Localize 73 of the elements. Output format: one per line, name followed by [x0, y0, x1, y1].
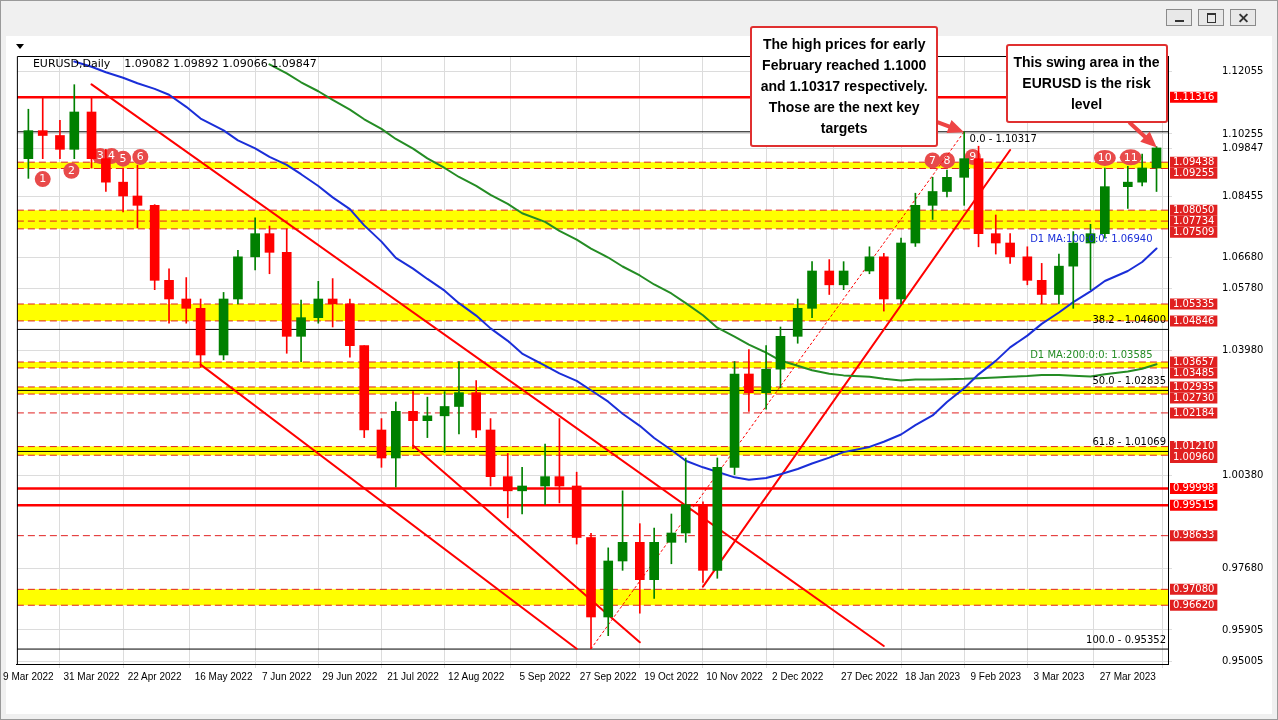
ref-line-label: 1.02730: [1173, 391, 1215, 403]
y-tick-label: 0.95005: [1222, 654, 1264, 666]
x-tick-label: 16 May 2022: [194, 670, 253, 682]
ref-line-label: 1.09438: [1173, 155, 1215, 167]
ref-line-label: 1.07734: [1173, 214, 1215, 226]
candlestick: [540, 443, 550, 505]
annotation: 5: [119, 152, 127, 166]
ref-line-label: 0.98633: [1173, 529, 1215, 541]
x-tick-label: 2 Dec 2022: [772, 670, 824, 682]
annotation: 61.8 - 1.01069: [1092, 436, 1166, 448]
x-tick-label: 19 Oct 2022: [644, 670, 700, 682]
annotation: 4: [108, 149, 116, 163]
annotation: 0.0 - 1.10317: [969, 133, 1037, 145]
y-tick-label: 1.00380: [1222, 468, 1264, 480]
x-tick-label: 27 Mar 2023: [1099, 670, 1157, 682]
series-label: D1 MA:200:0:0: 1.03585: [1030, 348, 1153, 360]
ref-line-label: 1.07509: [1173, 225, 1215, 237]
ref-line-label: 1.02184: [1173, 406, 1215, 418]
ref-line-label: 1.11316: [1173, 90, 1215, 102]
y-tick-label: 1.08455: [1222, 189, 1264, 201]
y-tick-label: 1.10255: [1222, 127, 1264, 139]
chart-subtitle: 1.09082 1.09892 1.09066 1.09847: [124, 56, 317, 70]
y-tick-label: 1.09847: [1222, 141, 1264, 153]
ref-line-label: 1.02935: [1173, 380, 1215, 392]
x-tick-label: 7 Jun 2022: [261, 670, 312, 682]
ref-line-label: 0.99998: [1173, 482, 1215, 494]
annotation: The high prices for early February reached 1.1000 and 1.10317 respectively. Those are the next key targets: [750, 26, 939, 148]
y-tick-label: 1.03980: [1222, 344, 1264, 356]
ref-line-label: 1.08050: [1173, 203, 1215, 215]
x-tick-label: 18 Jan 2023: [905, 670, 961, 682]
ref-line-label: 0.97080: [1173, 582, 1215, 594]
x-tick-label: 29 Jun 2022: [322, 670, 378, 682]
ref-line-label: 1.05335: [1173, 297, 1215, 309]
ref-line-label: 1.00960: [1173, 451, 1215, 463]
annotation: 3: [96, 149, 104, 163]
annotation: 1: [39, 172, 47, 186]
ref-line-label: 1.04846: [1173, 314, 1215, 326]
x-tick-label: 12 Aug 2022: [448, 670, 505, 682]
ref-line-label: 1.09255: [1173, 166, 1215, 178]
ref-line-label: 1.03485: [1173, 366, 1215, 378]
y-tick-label: 1.12055: [1222, 65, 1264, 77]
x-tick-label: 5 Sep 2022: [519, 670, 572, 682]
candlestick: [1122, 165, 1133, 209]
ref-line-label: 0.96620: [1173, 598, 1215, 610]
annotation: 6: [136, 150, 144, 164]
candlestick: [517, 467, 527, 515]
y-tick-label: 1.05780: [1222, 282, 1264, 294]
y-tick-label: 0.95905: [1222, 623, 1264, 635]
annotation: 7: [929, 153, 937, 167]
annotation: 50.0 - 1.02835: [1092, 375, 1166, 387]
annotation: 11: [1123, 150, 1138, 164]
ref-line-label: 0.99515: [1173, 498, 1215, 510]
y-tick-label: 0.97680: [1222, 562, 1264, 574]
annotation: 100.0 - 0.95352: [1086, 633, 1166, 645]
y-tick-label: 1.06680: [1222, 251, 1264, 263]
x-tick-label: 9 Mar 2022: [3, 670, 55, 682]
annotation: 9: [969, 150, 977, 164]
annotation: 2: [67, 164, 75, 178]
x-tick-label: 3 Mar 2023: [1033, 670, 1085, 682]
ref-line-label: 1.03657: [1173, 355, 1215, 367]
candlestick: [181, 277, 192, 324]
x-tick-label: 9 Feb 2023: [970, 670, 1022, 682]
annotation: This swing area in the EURUSD is the risk level: [1005, 44, 1168, 124]
x-tick-label: 27 Dec 2022: [841, 670, 899, 682]
x-tick-label: 22 Apr 2022: [127, 670, 183, 682]
x-tick-label: 27 Sep 2022: [579, 670, 638, 682]
x-tick-label: 10 Nov 2022: [706, 670, 764, 682]
x-tick-label: 31 Mar 2022: [63, 670, 121, 682]
annotation: 10: [1097, 151, 1112, 165]
candlestick: [454, 361, 464, 435]
annotation: 8: [943, 153, 951, 167]
x-tick-label: 21 Jul 2022: [387, 670, 440, 682]
ref-line-label: 1.01210: [1173, 440, 1215, 452]
